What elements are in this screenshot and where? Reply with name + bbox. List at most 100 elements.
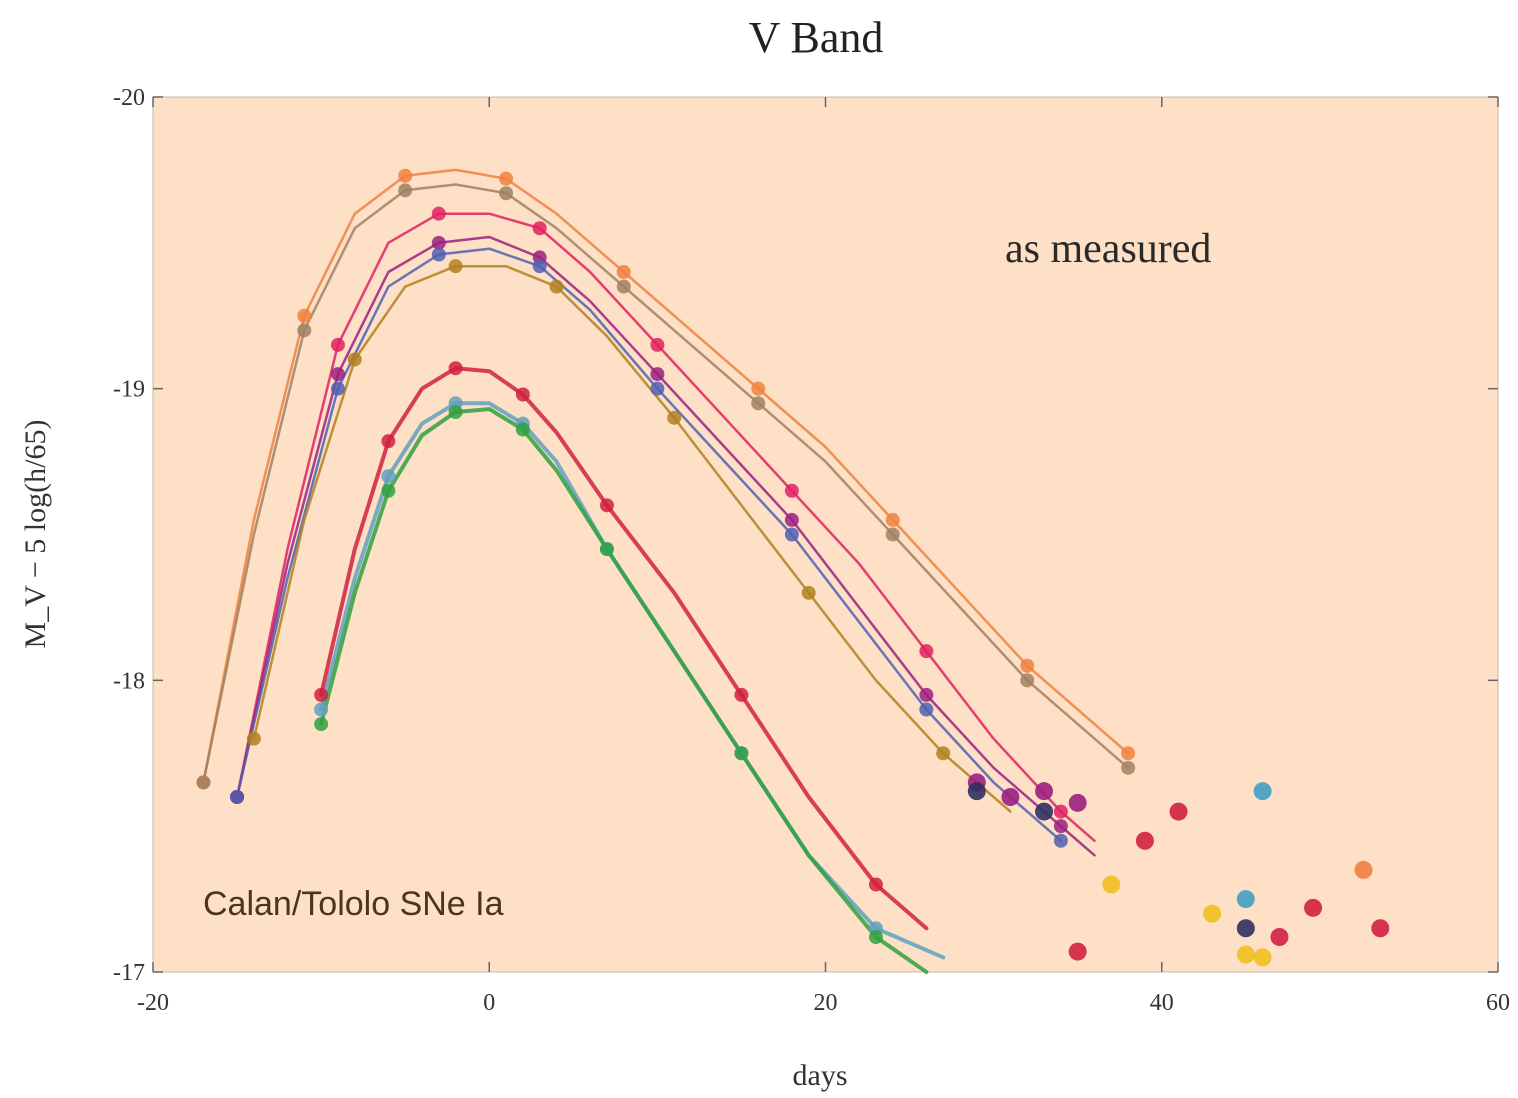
series-layer bbox=[202, 168, 1130, 974]
plot-area bbox=[152, 96, 1499, 973]
data-point bbox=[919, 687, 934, 702]
data-point bbox=[330, 337, 345, 352]
data-point bbox=[499, 186, 514, 201]
series-line bbox=[235, 212, 1096, 843]
series-line bbox=[319, 366, 929, 931]
y-tick-label: -17 bbox=[113, 960, 145, 986]
data-point bbox=[347, 352, 362, 367]
data-point bbox=[967, 782, 986, 801]
x-tick-label: 20 bbox=[814, 990, 838, 1016]
x-tick-label: 40 bbox=[1150, 990, 1174, 1016]
x-axis-label: days bbox=[793, 1059, 848, 1092]
data-point bbox=[1169, 802, 1188, 821]
data-point bbox=[381, 483, 396, 498]
data-point bbox=[398, 183, 413, 198]
y-tick-label: -20 bbox=[113, 85, 145, 111]
data-point bbox=[515, 387, 530, 402]
data-point bbox=[616, 279, 631, 294]
data-point bbox=[1020, 658, 1035, 673]
data-point bbox=[314, 687, 329, 702]
data-point bbox=[1121, 746, 1136, 761]
data-point bbox=[667, 410, 682, 425]
data-point bbox=[230, 790, 245, 804]
data-point bbox=[919, 702, 934, 717]
data-point bbox=[599, 542, 614, 557]
data-point bbox=[381, 469, 396, 484]
annotation-as-measured: as measured bbox=[1005, 226, 1211, 272]
data-point bbox=[1068, 942, 1087, 961]
series-line bbox=[319, 407, 929, 974]
data-point bbox=[784, 483, 799, 498]
data-point bbox=[1253, 948, 1272, 967]
data-point bbox=[1253, 782, 1272, 801]
data-point bbox=[868, 877, 883, 892]
data-point bbox=[314, 717, 329, 732]
x-tick-label: 60 bbox=[1486, 990, 1510, 1016]
data-point bbox=[330, 367, 345, 382]
data-point bbox=[246, 731, 261, 746]
data-point bbox=[532, 221, 547, 236]
data-point bbox=[784, 512, 799, 527]
data-point bbox=[1236, 919, 1255, 938]
data-point bbox=[330, 381, 345, 396]
data-point bbox=[784, 527, 799, 542]
data-point bbox=[1203, 904, 1222, 923]
data-point bbox=[650, 337, 665, 352]
data-point bbox=[196, 775, 211, 790]
points-layer bbox=[196, 168, 1390, 967]
data-point bbox=[734, 746, 749, 761]
data-point bbox=[751, 396, 766, 411]
data-point bbox=[431, 235, 446, 250]
y-tick-label: -18 bbox=[113, 668, 145, 694]
data-point bbox=[1102, 875, 1121, 894]
data-point bbox=[885, 527, 900, 542]
data-point bbox=[448, 405, 463, 419]
y-tick-label: -19 bbox=[113, 377, 145, 403]
data-point bbox=[499, 171, 514, 186]
data-point bbox=[1270, 928, 1289, 946]
data-point bbox=[549, 279, 564, 294]
data-point bbox=[734, 687, 749, 702]
data-point bbox=[801, 585, 816, 600]
data-point bbox=[431, 206, 446, 221]
data-point bbox=[1236, 945, 1255, 964]
y-axis-label: M_V − 5 log(h/65) bbox=[19, 420, 52, 649]
data-point bbox=[448, 361, 463, 376]
data-point bbox=[616, 265, 631, 279]
data-point bbox=[297, 323, 312, 338]
data-point bbox=[919, 644, 934, 659]
data-point bbox=[1371, 919, 1390, 938]
data-point bbox=[515, 422, 530, 437]
data-point bbox=[650, 367, 665, 382]
series-line bbox=[235, 235, 1096, 857]
data-point bbox=[885, 512, 900, 527]
data-point bbox=[650, 381, 665, 396]
ticks-layer: -20 0 20 40 60 -20 -19 -18 -17 bbox=[113, 85, 1510, 1016]
chart-title: V Band bbox=[749, 13, 884, 62]
data-point bbox=[1053, 833, 1068, 848]
data-point bbox=[381, 434, 396, 449]
data-point bbox=[1068, 793, 1087, 812]
data-point bbox=[532, 259, 547, 274]
x-tick-label: -20 bbox=[137, 990, 169, 1016]
data-point bbox=[398, 168, 413, 183]
data-point bbox=[1020, 673, 1035, 688]
data-point bbox=[1135, 831, 1154, 850]
series-line bbox=[252, 264, 1012, 813]
data-point bbox=[1053, 819, 1068, 834]
data-point bbox=[1236, 890, 1255, 909]
data-point bbox=[1035, 802, 1054, 821]
data-point bbox=[936, 746, 951, 761]
data-point bbox=[448, 259, 463, 274]
data-point bbox=[1121, 760, 1136, 775]
data-point bbox=[868, 930, 883, 944]
annotation-calan-tololo: Calan/Tololo SNe Ia bbox=[203, 885, 504, 923]
data-point bbox=[314, 702, 329, 717]
data-point bbox=[431, 247, 446, 262]
data-point bbox=[599, 498, 614, 513]
data-point bbox=[1053, 804, 1068, 819]
data-point bbox=[751, 381, 766, 396]
data-point bbox=[1001, 788, 1020, 806]
data-point bbox=[1304, 898, 1323, 917]
